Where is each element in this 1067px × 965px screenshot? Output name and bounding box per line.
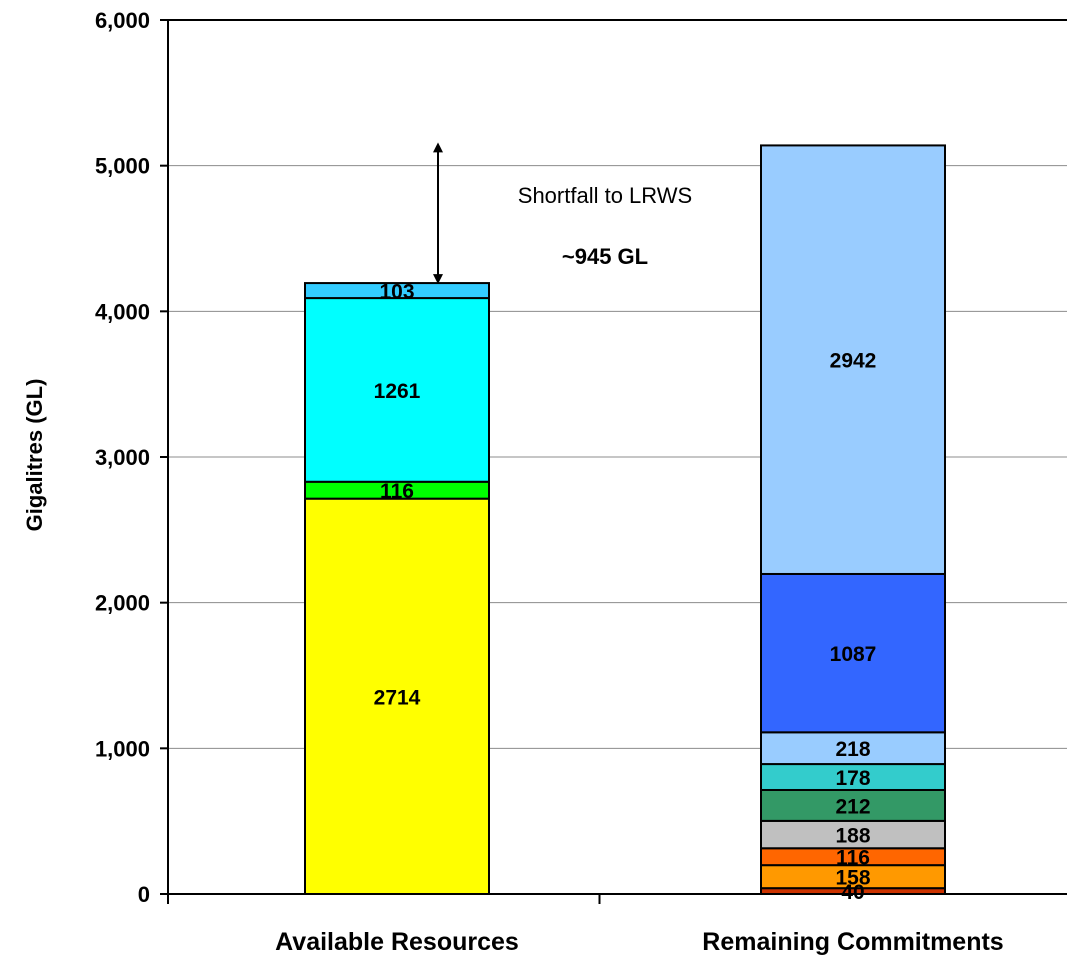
bar-segment-label: 2942 [830, 350, 877, 373]
y-tick-label: 3,000 [95, 445, 150, 470]
bar-segment [760, 731, 946, 766]
shortfall-text: Shortfall to LRWS [518, 183, 692, 208]
x-category-labels: Available Resources Remaining Commitments [275, 928, 1004, 956]
bar-segment-label: 158 [835, 867, 870, 890]
axes [160, 19, 1067, 904]
bar-segment [304, 497, 490, 895]
x-category-label: Remaining Commitments [702, 928, 1003, 956]
bar-segment [304, 297, 490, 483]
bar-segment-label: 1261 [374, 380, 421, 403]
bar-segment-label: 103 [379, 281, 414, 304]
y-tick-label: 2,000 [95, 591, 150, 616]
bar-stack-group: 2714116126110340158116188212178218108729… [304, 144, 946, 904]
y-axis-label: Gigalitres (GL) [22, 379, 47, 532]
bar-segment-label: 212 [835, 795, 870, 818]
y-tick-label: 0 [138, 882, 150, 907]
bar-segment-label: 1087 [830, 643, 877, 666]
bar-segment-label: 116 [380, 480, 414, 503]
bar-segment [760, 144, 946, 575]
y-tick-label: 6,000 [95, 8, 150, 33]
y-tick-label: 4,000 [95, 299, 150, 324]
bar-segment-label: 188 [835, 825, 870, 848]
y-tick-label: 1,000 [95, 736, 150, 761]
shortfall-value: ~945 GL [562, 244, 648, 269]
y-tick-label: 5,000 [95, 154, 150, 179]
y-tick-labels: 0 1,000 2,000 3,000 4,000 5,000 6,000 [95, 8, 150, 907]
bar-segment-label: 116 [836, 847, 870, 870]
bar-segment [760, 788, 946, 822]
bar-segment-label: 40 [841, 881, 864, 904]
bar-segment [760, 572, 946, 734]
bar-segment-label: 178 [835, 767, 870, 790]
bar-segment [760, 763, 946, 791]
bar-segment-label: 218 [835, 738, 870, 761]
x-category-label: Available Resources [275, 928, 519, 956]
bar-segment [304, 282, 490, 300]
bar-segment-label: 2714 [374, 686, 421, 709]
shortfall-annotation: Shortfall to LRWS ~945 GL [433, 142, 692, 285]
